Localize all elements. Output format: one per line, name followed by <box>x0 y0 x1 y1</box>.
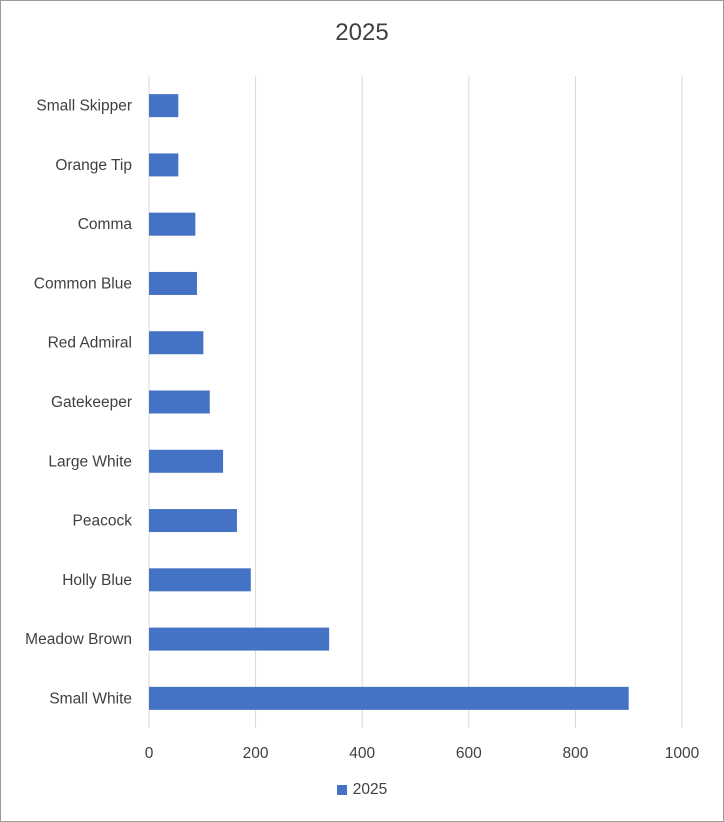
category-label: Meadow Brown <box>25 631 132 648</box>
category-label: Orange Tip <box>55 157 132 174</box>
x-tick-label: 400 <box>349 745 375 762</box>
category-label: Large White <box>48 453 132 470</box>
bar-small-skipper <box>149 94 179 118</box>
bar-gatekeeper <box>149 390 210 414</box>
category-label: Small Skipper <box>36 98 132 115</box>
category-label: Red Admiral <box>48 335 132 352</box>
bar-holly-blue <box>149 568 251 592</box>
x-tick-label: 200 <box>243 745 269 762</box>
legend: 2025 <box>1 781 723 799</box>
bar-common-blue <box>149 271 197 295</box>
bar-large-white <box>149 449 224 473</box>
category-label: Small White <box>49 690 132 707</box>
x-tick-label: 1000 <box>665 745 700 762</box>
category-label: Common Blue <box>34 275 132 292</box>
x-tick-label: 0 <box>145 745 154 762</box>
bar-small-white <box>149 686 629 710</box>
legend-label: 2025 <box>352 781 388 798</box>
bar-peacock <box>149 509 237 533</box>
legend-swatch <box>336 785 347 795</box>
x-tick-label: 800 <box>562 745 588 762</box>
x-tick-label: 600 <box>456 745 482 762</box>
bar-red-admiral <box>149 331 204 355</box>
bar-meadow-brown <box>149 627 330 651</box>
category-label: Holly Blue <box>62 572 132 589</box>
chart-title: 2025 <box>335 19 389 46</box>
category-label: Comma <box>78 216 133 233</box>
bar-comma <box>149 212 196 236</box>
category-label: Gatekeeper <box>51 394 132 411</box>
bar-orange-tip <box>149 153 179 177</box>
category-label: Peacock <box>73 513 133 530</box>
